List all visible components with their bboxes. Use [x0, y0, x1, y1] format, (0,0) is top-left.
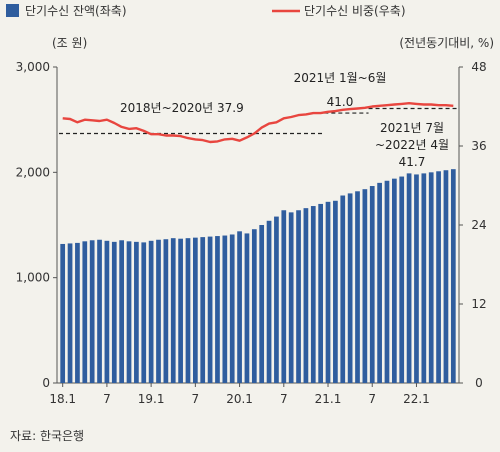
- balance-bar: [237, 231, 242, 383]
- balance-bar: [178, 238, 183, 383]
- x-tick-label: 7: [103, 392, 111, 406]
- balance-bar: [369, 186, 375, 383]
- x-tick-label: 20.1: [226, 392, 253, 406]
- ref-label-2021h2-line3: 41.7: [399, 155, 426, 169]
- balance-bar: [67, 243, 73, 383]
- x-tick-label: 7: [192, 392, 200, 406]
- x-tick-label: 7: [280, 392, 288, 406]
- balance-bar: [281, 210, 287, 383]
- balance-bar: [200, 237, 206, 383]
- balance-bar: [192, 237, 198, 383]
- balance-bar: [450, 169, 456, 383]
- balance-bar: [111, 241, 117, 383]
- balance-bar: [251, 229, 257, 383]
- balance-bar: [318, 203, 324, 383]
- balance-bar: [119, 240, 125, 383]
- bar-series: [60, 169, 456, 383]
- balance-bar: [104, 240, 110, 383]
- balance-bar: [443, 170, 449, 383]
- share-line: [62, 101, 454, 144]
- balance-bar: [333, 200, 338, 383]
- reference-lines: [59, 107, 457, 135]
- left-tick-label: 2,000: [16, 165, 50, 179]
- balance-bar: [89, 240, 95, 383]
- right-tick-label: 12: [471, 297, 486, 311]
- balance-bar: [207, 236, 213, 383]
- balance-bar: [244, 233, 250, 383]
- x-tick-label: 7: [368, 392, 376, 406]
- balance-bar: [288, 212, 294, 383]
- left-axis-ticks: 0 1,000 2,000 3,000: [16, 60, 57, 390]
- balance-bar: [126, 241, 132, 383]
- balance-bar: [60, 243, 66, 383]
- x-tick-label: 18.1: [49, 392, 76, 406]
- ref-label-2021h2-line1: 2021년 7월: [380, 121, 444, 135]
- balance-bar: [185, 238, 191, 383]
- legend-bar-label: 단기수신 잔액(좌축): [25, 4, 127, 18]
- balance-bar: [414, 174, 419, 383]
- right-tick-label: 48: [471, 60, 486, 74]
- ref-label-2018-2020: 2018년~2020년 37.9: [120, 101, 244, 115]
- right-tick-label: 36: [471, 139, 486, 153]
- x-axis-ticks: 18.1 7 19.1 7 20.1 7 21.1 7 22.1: [49, 383, 430, 406]
- balance-bar: [156, 239, 161, 383]
- left-tick-label: 0: [42, 376, 50, 390]
- balance-bar: [215, 236, 220, 383]
- ref-label-2021h2-line2: ~2022년 4월: [375, 138, 449, 152]
- balance-bar: [163, 239, 169, 383]
- balance-bar: [384, 180, 390, 383]
- legend-line-label: 단기수신 비중(우축): [304, 4, 406, 18]
- balance-bar: [347, 193, 353, 383]
- balance-bar: [355, 191, 360, 383]
- right-axis-ticks: 0 12 24 36 48: [459, 60, 487, 390]
- balance-bar: [274, 216, 279, 383]
- balance-bar: [377, 182, 382, 383]
- balance-bar: [266, 220, 272, 383]
- left-tick-label: 3,000: [16, 60, 50, 74]
- source-note: 자료: 한국은행: [10, 428, 84, 443]
- ref-label-2021h1-line2: 41.0: [327, 95, 354, 109]
- right-tick-label: 0: [475, 376, 483, 390]
- balance-bar: [436, 171, 441, 383]
- x-tick-label: 21.1: [315, 392, 342, 406]
- balance-bar: [259, 225, 265, 383]
- right-axis-unit: (전년동기대비, %): [399, 36, 494, 50]
- balance-bar: [222, 235, 228, 383]
- balance-bar: [303, 208, 309, 383]
- legend: 단기수신 잔액(좌축) 단기수신 비중(우축): [6, 4, 406, 18]
- x-tick-label: 19.1: [138, 392, 165, 406]
- balance-bar: [391, 178, 397, 383]
- legend-bar-swatch: [6, 4, 19, 17]
- line-series: [62, 101, 454, 144]
- right-tick-label: 24: [471, 218, 486, 232]
- balance-bar: [428, 172, 434, 383]
- balance-bar: [399, 176, 405, 383]
- balance-bar: [310, 206, 316, 383]
- balance-bar: [82, 241, 88, 383]
- balance-bar: [141, 242, 147, 383]
- balance-bar: [325, 201, 331, 383]
- balance-bar: [75, 242, 80, 383]
- balance-bar: [406, 173, 412, 383]
- ref-label-2021h1-line1: 2021년 1월~6월: [294, 71, 387, 85]
- balance-bar: [148, 240, 154, 383]
- balance-bar: [170, 238, 176, 383]
- balance-bar: [421, 173, 427, 383]
- balance-bar: [362, 189, 368, 383]
- balance-bar: [340, 195, 346, 383]
- x-tick-label: 22.1: [403, 392, 430, 406]
- balance-bar: [97, 239, 102, 383]
- balance-bar: [134, 241, 139, 383]
- left-axis-unit: (조 원): [52, 36, 87, 50]
- left-tick-label: 1,000: [16, 271, 50, 285]
- balance-bar: [229, 234, 235, 383]
- balance-bar: [296, 210, 301, 383]
